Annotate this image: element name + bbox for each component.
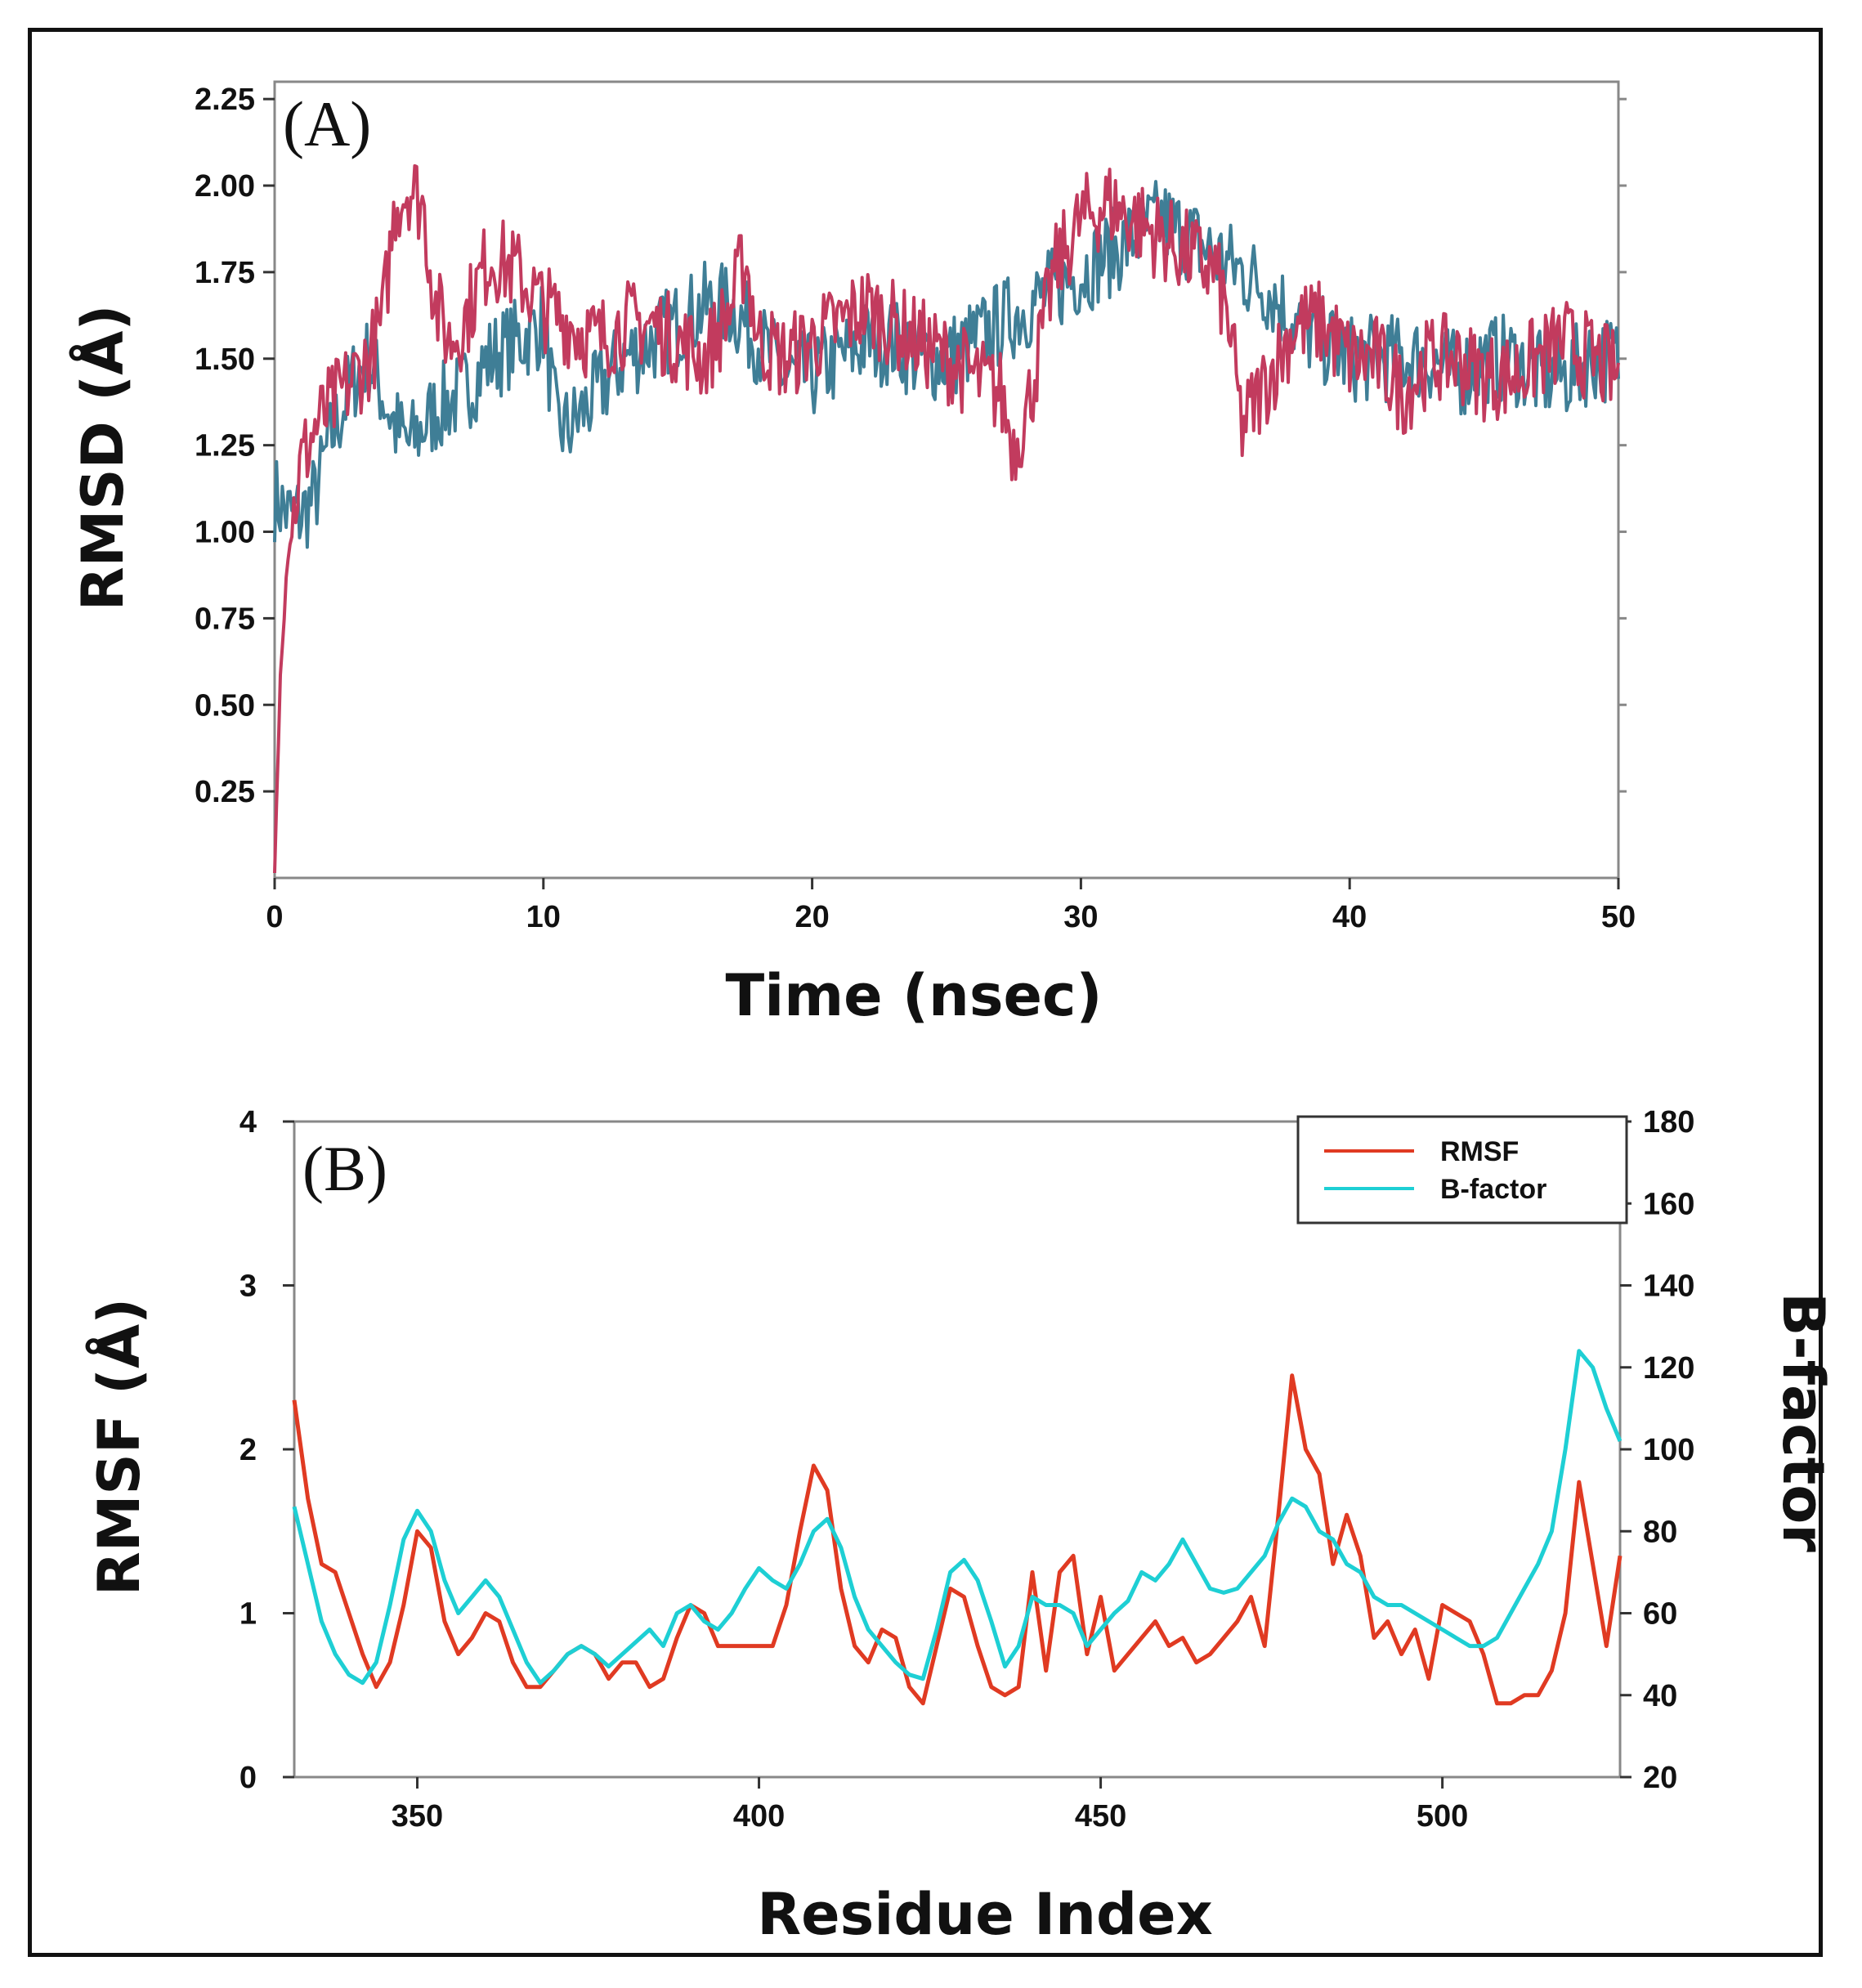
y-tick-label: 2.25 bbox=[195, 83, 255, 117]
panel-a-y-axis-title: RMSD (Å) bbox=[69, 305, 137, 611]
series-line-rmsf bbox=[292, 1373, 1623, 1706]
panel-b-label: (B) bbox=[302, 1133, 387, 1204]
panel-a-series bbox=[273, 163, 1620, 874]
x-tick-label: 30 bbox=[1063, 900, 1098, 934]
panel-b-right-y-ticks: 20 40 60 80 100 120 140 160 180 bbox=[1620, 1105, 1694, 1795]
panel-a: 0.25 0.50 0.75 1.00 1.25 1.50 1.75 2.00 2.25 0 10… bbox=[69, 80, 1636, 1029]
y-tick-label: 2.00 bbox=[195, 169, 255, 204]
panel-a-label: (A) bbox=[283, 88, 371, 159]
panel-b: 0 1 2 3 4 20 40 60 80 100 120 140 160 180 350 400 450 5… bbox=[86, 1105, 1837, 1948]
y-tick-label: 0.75 bbox=[195, 602, 255, 636]
x-tick-label: 400 bbox=[733, 1799, 785, 1834]
y-tick-label: 0 bbox=[239, 1761, 257, 1795]
y-tick-label: 3 bbox=[239, 1269, 257, 1304]
y-tick-label: 2 bbox=[239, 1433, 257, 1467]
x-tick-label: 40 bbox=[1332, 900, 1367, 934]
y2-tick-label: 160 bbox=[1643, 1187, 1694, 1221]
panel-b-series bbox=[292, 1349, 1623, 1706]
legend: RMSF B-factor bbox=[1296, 1115, 1628, 1225]
panel-a-x-axis-title: Time (nsec) bbox=[726, 962, 1103, 1029]
panel-b-x-ticks: 350 400 450 500 bbox=[392, 1777, 1468, 1834]
x-tick-label: 350 bbox=[392, 1799, 443, 1834]
y-tick-label: 0.25 bbox=[195, 775, 255, 809]
y-tick-label: 1.50 bbox=[195, 343, 255, 377]
y2-tick-label: 140 bbox=[1643, 1269, 1694, 1304]
y-tick-label: 1.25 bbox=[195, 429, 255, 463]
panel-a-y-ticks: 0.25 0.50 0.75 1.00 1.25 1.50 1.75 2.00 2.25 bbox=[195, 83, 1627, 809]
x-tick-label: 450 bbox=[1075, 1799, 1126, 1834]
y-tick-label: 1.00 bbox=[195, 516, 255, 550]
plot-a-frame bbox=[273, 80, 1620, 880]
panel-b-y2-axis-title: B-factor bbox=[1770, 1292, 1837, 1552]
legend-box bbox=[1296, 1115, 1628, 1225]
y-tick-label: 0.50 bbox=[195, 688, 255, 723]
series-line-red bbox=[273, 163, 1620, 874]
y2-tick-label: 80 bbox=[1643, 1515, 1677, 1549]
x-tick-label: 50 bbox=[1601, 900, 1636, 934]
panel-b-left-y-ticks: 0 1 2 3 4 bbox=[239, 1105, 294, 1795]
series-line-b-factor bbox=[292, 1349, 1623, 1686]
x-tick-label: 20 bbox=[794, 900, 829, 934]
x-tick-label: 0 bbox=[266, 900, 283, 934]
y2-tick-label: 40 bbox=[1643, 1679, 1677, 1713]
y-tick-label: 1 bbox=[239, 1597, 257, 1632]
y2-tick-label: 20 bbox=[1643, 1761, 1677, 1795]
y2-tick-label: 60 bbox=[1643, 1597, 1677, 1632]
legend-label-rmsf: RMSF bbox=[1440, 1136, 1519, 1167]
y2-tick-label: 100 bbox=[1643, 1433, 1694, 1467]
y2-tick-label: 120 bbox=[1643, 1351, 1694, 1386]
panel-b-y-axis-title: RMSF (Å) bbox=[86, 1298, 153, 1596]
x-tick-label: 500 bbox=[1417, 1799, 1468, 1834]
y2-tick-label: 180 bbox=[1643, 1105, 1694, 1140]
figure-frame bbox=[28, 28, 1823, 1957]
panel-a-x-ticks: 0 10 20 30 40 50 bbox=[266, 878, 1636, 934]
y-tick-label: 1.75 bbox=[195, 256, 255, 290]
legend-label-b-factor: B-factor bbox=[1440, 1174, 1546, 1205]
y-tick-label: 4 bbox=[239, 1105, 257, 1140]
x-tick-label: 10 bbox=[526, 900, 561, 934]
panel-b-x-axis-title: Residue Index bbox=[757, 1881, 1212, 1948]
